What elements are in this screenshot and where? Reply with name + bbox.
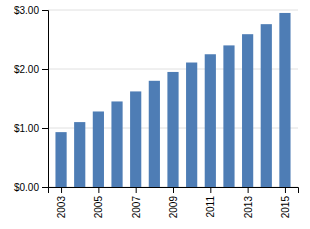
bar [55, 132, 66, 187]
y-axis-line [42, 11, 49, 188]
y-axis: $0.00 $1.00 $2.00 $3.00 [14, 5, 49, 193]
y-tick: $0.00 [14, 182, 48, 193]
y-tick-mark [42, 128, 48, 129]
bar [167, 72, 178, 187]
bar [74, 122, 85, 187]
bar [261, 24, 272, 187]
grid-line [48, 69, 298, 70]
x-tick-mark [285, 187, 286, 193]
x-tick: 2011 [205, 187, 216, 218]
y-tick-mark [42, 187, 48, 188]
bar [186, 63, 197, 187]
bar [93, 111, 104, 187]
bar [149, 81, 160, 187]
x-tick-mark [61, 187, 62, 193]
x-tick: 2005 [93, 187, 104, 218]
x-tick-label: 2009 [168, 196, 179, 219]
y-tick-label: $2.00 [14, 64, 39, 75]
x-tick-label: 2005 [93, 196, 104, 219]
y-tick-label: $0.00 [14, 182, 39, 193]
x-tick: 2007 [131, 187, 142, 218]
bar [279, 13, 290, 187]
bar [111, 101, 122, 187]
plot-area [55, 13, 290, 187]
x-tick-mark [136, 187, 137, 193]
y-tick-label: $3.00 [14, 5, 39, 16]
y-tick: $3.00 [14, 5, 48, 16]
y-tick-mark [42, 10, 48, 11]
y-tick: $2.00 [14, 64, 48, 75]
x-tick-mark [248, 187, 249, 193]
bar [205, 54, 216, 187]
x-tick: 2009 [168, 187, 179, 218]
y-tick-label: $1.00 [14, 123, 39, 134]
grid-line [48, 10, 298, 11]
x-tick: 2003 [56, 187, 67, 218]
x-tick-mark [210, 187, 211, 193]
x-tick-label: 2003 [56, 196, 67, 219]
x-tick-label: 2011 [205, 196, 216, 218]
x-tick: 2015 [280, 187, 291, 218]
bar [130, 91, 141, 187]
x-axis: 2003 2005 2007 2009 2011 2013 2015 [49, 187, 299, 218]
grid [48, 10, 298, 187]
x-tick-mark [173, 187, 174, 193]
chart: 2003 2005 2007 2009 2011 2013 2015 $0.00 $1.00 $2… [0, 0, 310, 229]
y-tick: $1.00 [14, 123, 48, 134]
bar [223, 45, 234, 187]
x-tick: 2013 [243, 187, 254, 218]
x-tick-mark [98, 187, 99, 193]
x-tick-label: 2013 [243, 196, 254, 219]
y-tick-mark [42, 69, 48, 70]
bar [242, 34, 253, 187]
x-tick-label: 2007 [131, 196, 142, 219]
x-axis-line [49, 188, 299, 194]
x-tick-label: 2015 [280, 196, 291, 219]
